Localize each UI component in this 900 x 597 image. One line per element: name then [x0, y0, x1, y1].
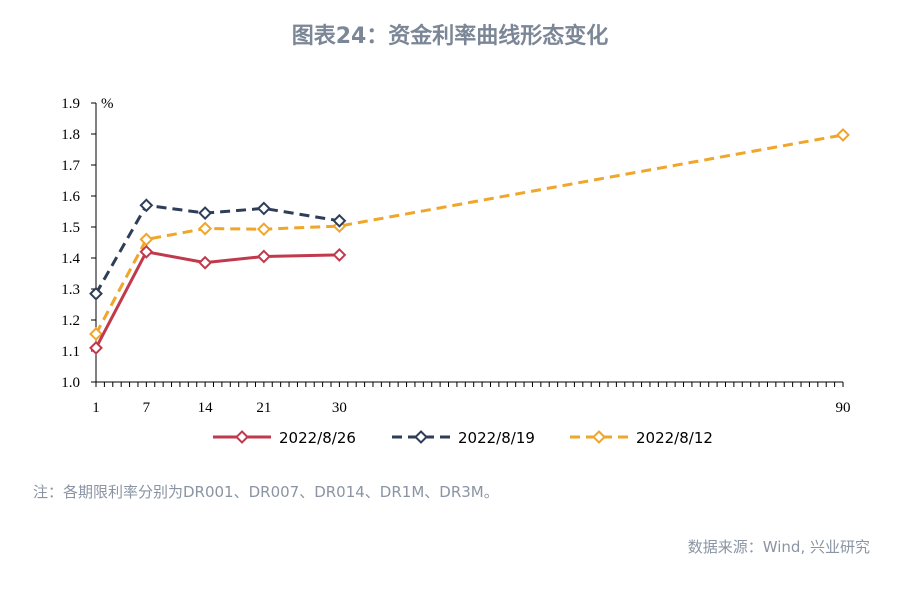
y-tick-label: 1.9 [61, 96, 80, 112]
y-tick-label: 1.7 [61, 158, 80, 174]
legend-swatch-marker [592, 430, 606, 444]
legend-label: 2022/8/12 [636, 429, 713, 447]
series-line [94, 133, 844, 335]
x-tick-label: 7 [143, 400, 151, 416]
x-tick-label: 21 [256, 400, 271, 416]
x-tick-label: 14 [198, 400, 214, 416]
data-point [256, 222, 271, 237]
legend-swatch-marker [235, 430, 249, 444]
y-unit-label: % [101, 96, 114, 112]
series-layer [89, 128, 850, 355]
legend-item-2: 2022/8/12 [570, 429, 713, 447]
series-0 [89, 244, 347, 355]
x-tick-label: 90 [836, 400, 851, 416]
data-point [256, 201, 271, 216]
legend-item-1: 2022/8/19 [392, 429, 535, 447]
series-line [94, 250, 340, 349]
data-point [256, 249, 271, 264]
y-tick-label: 1.4 [61, 251, 80, 267]
legend: 2022/8/26 2022/8/19 2022/8/12 [213, 429, 713, 447]
data-point [139, 232, 154, 247]
data-point [89, 340, 103, 355]
y-tick-label: 1.6 [61, 189, 80, 205]
data-point [139, 198, 154, 213]
data-point [332, 213, 347, 228]
data-point [89, 327, 103, 341]
y-tick-label: 1.2 [61, 313, 80, 329]
series-2 [89, 128, 850, 341]
data-point [198, 221, 213, 236]
y-tick-label: 1.3 [61, 282, 80, 298]
y-tick-label: 1.0 [61, 375, 80, 391]
data-point [198, 206, 213, 220]
data-point [332, 247, 347, 262]
x-tick-label: 1 [92, 400, 100, 416]
x-tick-label: 30 [332, 400, 347, 416]
data-point [198, 255, 213, 270]
chart-title: 图表24：资金利率曲线形态变化 [291, 24, 609, 49]
legend-item-0: 2022/8/26 [213, 429, 356, 447]
data-source: 数据来源：Wind, 兴业研究 [687, 538, 870, 556]
y-tick-label: 1.8 [61, 127, 80, 143]
data-point [139, 244, 154, 259]
footnote: 注：各期限利率分别为DR001、DR007、DR014、DR1M、DR3M。 [33, 483, 499, 501]
series-1 [89, 198, 347, 301]
legend-label: 2022/8/19 [458, 429, 535, 447]
data-point [836, 128, 850, 142]
legend-swatch-marker [414, 430, 428, 444]
y-tick-label: 1.1 [61, 344, 80, 360]
data-point [89, 286, 103, 301]
axes: 1.0 1.1 1.2 1.3 1.4 1.5 1.6 1.7 1.8 1.9 % 1 7 14 21 30 9… [61, 96, 850, 416]
legend-label: 2022/8/26 [279, 429, 356, 447]
y-tick-label: 1.5 [61, 220, 80, 236]
